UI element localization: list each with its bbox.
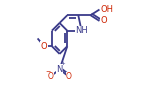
Text: NH: NH bbox=[75, 26, 88, 35]
Text: −: − bbox=[45, 69, 50, 74]
Text: N: N bbox=[56, 65, 63, 74]
Text: O: O bbox=[47, 72, 53, 81]
Text: O: O bbox=[100, 16, 107, 25]
Text: +: + bbox=[61, 61, 66, 66]
Text: O: O bbox=[66, 72, 72, 81]
Text: O: O bbox=[41, 42, 47, 51]
Text: OH: OH bbox=[100, 5, 113, 14]
